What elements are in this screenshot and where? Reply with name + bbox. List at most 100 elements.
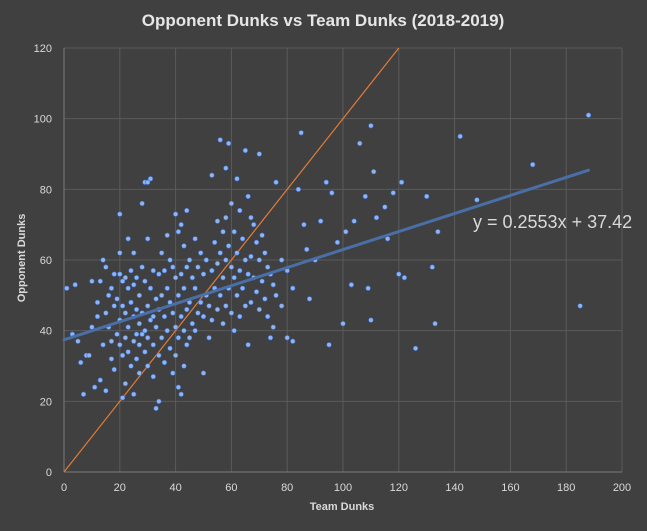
data-point <box>223 215 229 221</box>
y-tick-labels: 0 20 40 60 80 100 120 <box>34 43 52 479</box>
x-axis-title: Team Dunks <box>310 501 375 513</box>
data-point <box>159 292 165 298</box>
data-point <box>323 179 329 185</box>
data-point <box>100 342 106 348</box>
data-point <box>108 356 115 362</box>
data-point <box>189 275 195 281</box>
data-point <box>119 352 126 359</box>
data-point <box>147 317 154 323</box>
data-point <box>214 306 221 313</box>
data-point <box>125 324 131 330</box>
x-tick-label: 200 <box>613 482 631 494</box>
data-point <box>156 271 162 277</box>
data-point <box>181 363 187 369</box>
reference-line <box>63 47 400 473</box>
data-point <box>245 193 251 199</box>
y-tick-label: 20 <box>40 396 52 408</box>
data-point <box>200 370 207 376</box>
data-point <box>78 359 84 366</box>
data-point <box>114 331 120 337</box>
data-point <box>125 236 131 242</box>
data-point <box>117 250 123 256</box>
data-point <box>139 200 145 207</box>
data-point <box>214 260 221 267</box>
data-point <box>368 317 374 323</box>
data-point <box>175 292 181 298</box>
data-point <box>398 179 405 185</box>
data-point <box>203 257 209 263</box>
data-point <box>301 222 307 228</box>
data-point <box>122 335 128 341</box>
data-point <box>220 321 226 327</box>
data-point <box>161 268 168 274</box>
data-point <box>457 133 463 139</box>
data-point <box>178 391 184 397</box>
data-point <box>128 268 134 274</box>
x-tick-labels: 0 20 40 60 80 100 120 140 160 180 200 <box>61 482 631 494</box>
data-point <box>145 335 151 341</box>
data-point <box>125 285 131 291</box>
data-point <box>273 292 279 298</box>
x-tick-label: 20 <box>114 482 126 494</box>
data-point <box>284 335 290 341</box>
data-point <box>156 352 162 359</box>
data-point <box>122 381 128 387</box>
data-point <box>94 299 101 306</box>
data-point <box>195 310 201 316</box>
data-point <box>256 151 262 157</box>
trendline-path <box>62 168 591 342</box>
data-point <box>173 275 179 281</box>
data-point <box>119 303 126 309</box>
data-point <box>159 335 165 341</box>
data-point <box>382 204 388 210</box>
data-point <box>432 321 438 327</box>
data-point <box>279 257 285 263</box>
data-point <box>111 303 117 309</box>
data-point <box>290 285 296 291</box>
data-point <box>412 345 419 351</box>
data-point <box>239 236 246 242</box>
data-point <box>136 321 142 327</box>
data-point <box>131 250 137 256</box>
data-point <box>145 179 151 185</box>
data-point <box>167 257 173 263</box>
data-point <box>192 328 198 334</box>
data-point <box>351 218 357 224</box>
data-point <box>192 285 198 291</box>
data-point <box>234 176 240 182</box>
data-point <box>186 257 193 263</box>
data-point <box>435 229 441 235</box>
data-point <box>75 338 81 344</box>
trendline <box>62 168 591 342</box>
data-point <box>298 130 304 136</box>
data-point <box>139 331 145 337</box>
data-point <box>259 278 265 284</box>
data-point <box>103 264 109 270</box>
data-point <box>237 268 243 274</box>
data-point <box>262 296 268 302</box>
data-point <box>326 342 332 348</box>
data-point <box>198 299 204 306</box>
data-point <box>200 313 207 320</box>
data-point <box>103 310 109 316</box>
data-point <box>142 349 148 355</box>
data-point <box>267 335 274 341</box>
data-point <box>217 250 223 256</box>
data-point <box>150 374 156 380</box>
grid-lines <box>63 47 623 473</box>
data-point <box>159 250 165 256</box>
data-point <box>200 271 207 277</box>
data-point <box>184 342 190 348</box>
data-point <box>164 232 170 238</box>
data-point <box>103 388 109 394</box>
data-point <box>181 285 187 291</box>
data-point <box>89 278 95 284</box>
data-point <box>223 303 229 309</box>
data-point <box>133 331 140 337</box>
data-point <box>270 324 276 330</box>
x-tick-label: 140 <box>445 482 463 494</box>
x-tick-label: 80 <box>281 482 293 494</box>
data-point <box>184 207 190 214</box>
data-point <box>119 278 126 284</box>
